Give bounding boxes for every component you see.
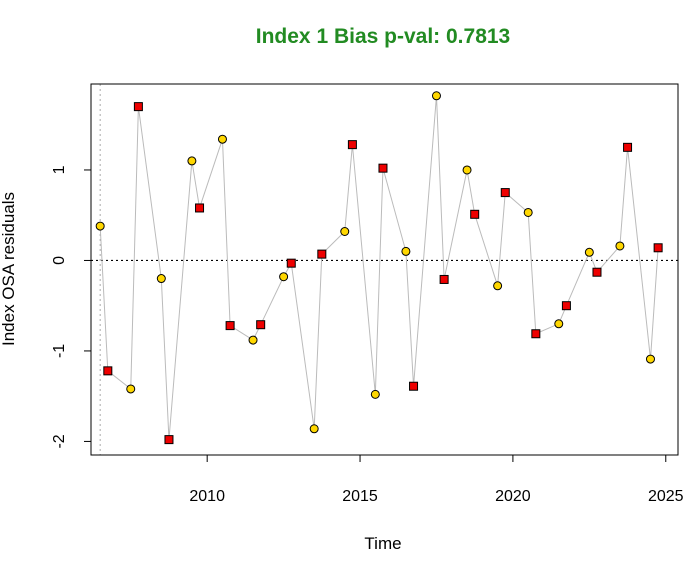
- circle-point: [615, 241, 625, 251]
- square-point: [378, 163, 388, 173]
- circle-point: [95, 221, 105, 231]
- circle-point: [126, 384, 136, 394]
- x-axis-label: Time: [364, 534, 401, 553]
- plot-frame: [90, 83, 679, 456]
- y-tick-label: -2: [51, 434, 68, 448]
- circle-point: [584, 247, 594, 257]
- circle-point: [523, 207, 533, 217]
- square-point: [653, 243, 663, 253]
- circle-point: [156, 274, 166, 284]
- data-points: [95, 91, 663, 445]
- square-point: [225, 321, 235, 331]
- circle-point: [645, 354, 655, 364]
- square-point: [561, 301, 571, 311]
- circle-point: [340, 226, 350, 236]
- reference-lines: [91, 84, 678, 455]
- circle-point: [493, 281, 503, 291]
- square-point: [623, 142, 633, 152]
- circle-point: [401, 246, 411, 256]
- square-point: [531, 329, 541, 339]
- y-tick-label: 0: [51, 256, 68, 265]
- connecting-line: [99, 95, 659, 440]
- circle-point: [554, 319, 564, 329]
- square-point: [286, 258, 296, 268]
- y-tick-label: 1: [51, 165, 68, 174]
- square-point: [256, 320, 266, 330]
- square-point: [317, 249, 327, 259]
- chart-title: Index 1 Bias p-val: 0.7813: [256, 25, 510, 48]
- square-point: [470, 209, 480, 219]
- circle-point: [187, 156, 197, 166]
- x-tick-label: 2025: [648, 488, 684, 505]
- y-axis: -2 -1 0 1: [51, 165, 92, 449]
- x-tick-label: 2015: [342, 488, 378, 505]
- square-point: [439, 274, 449, 284]
- circle-point: [431, 91, 441, 101]
- residual-path: [99, 95, 659, 440]
- square-point: [409, 381, 419, 391]
- circle-point: [279, 272, 289, 282]
- square-point: [592, 267, 602, 277]
- circle-point: [248, 335, 258, 345]
- square-point: [347, 140, 357, 150]
- y-axis-label: Index OSA residuals: [0, 192, 18, 346]
- circle-point: [309, 424, 319, 434]
- x-tick-label: 2020: [495, 488, 531, 505]
- y-tick-label: -1: [51, 344, 68, 358]
- x-tick-label: 2010: [189, 488, 225, 505]
- square-point: [103, 366, 113, 376]
- circle-point: [370, 389, 380, 399]
- square-point: [500, 188, 510, 198]
- circle-point: [217, 134, 227, 144]
- square-point: [164, 435, 174, 445]
- circle-point: [462, 165, 472, 175]
- square-point: [133, 102, 143, 112]
- square-point: [195, 203, 205, 213]
- x-axis: 2010 2015 2020 2025: [189, 454, 684, 505]
